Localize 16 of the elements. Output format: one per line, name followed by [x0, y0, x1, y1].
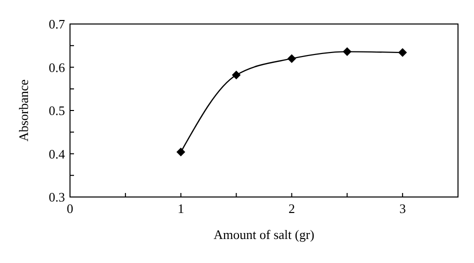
y-tick-label: 0.4 [48, 146, 66, 162]
y-axis-title: Absorbance [16, 79, 31, 142]
y-tick-label: 0.5 [48, 103, 65, 118]
point [287, 54, 296, 63]
x-tick-label: 3 [399, 201, 406, 216]
x-tick-label: 1 [178, 201, 184, 216]
y-tick-label: 0.6 [48, 60, 66, 75]
y-tick-label: 0.7 [48, 16, 66, 32]
x-tick-label: 0 [66, 201, 74, 216]
x-tick-label: 2 [288, 201, 295, 216]
y-tick-label: 0.3 [48, 190, 65, 204]
x-axis-title: Amount of salt (gr) [214, 227, 314, 242]
point [176, 148, 186, 156]
point [398, 48, 407, 57]
point [342, 47, 352, 56]
point [232, 70, 241, 80]
